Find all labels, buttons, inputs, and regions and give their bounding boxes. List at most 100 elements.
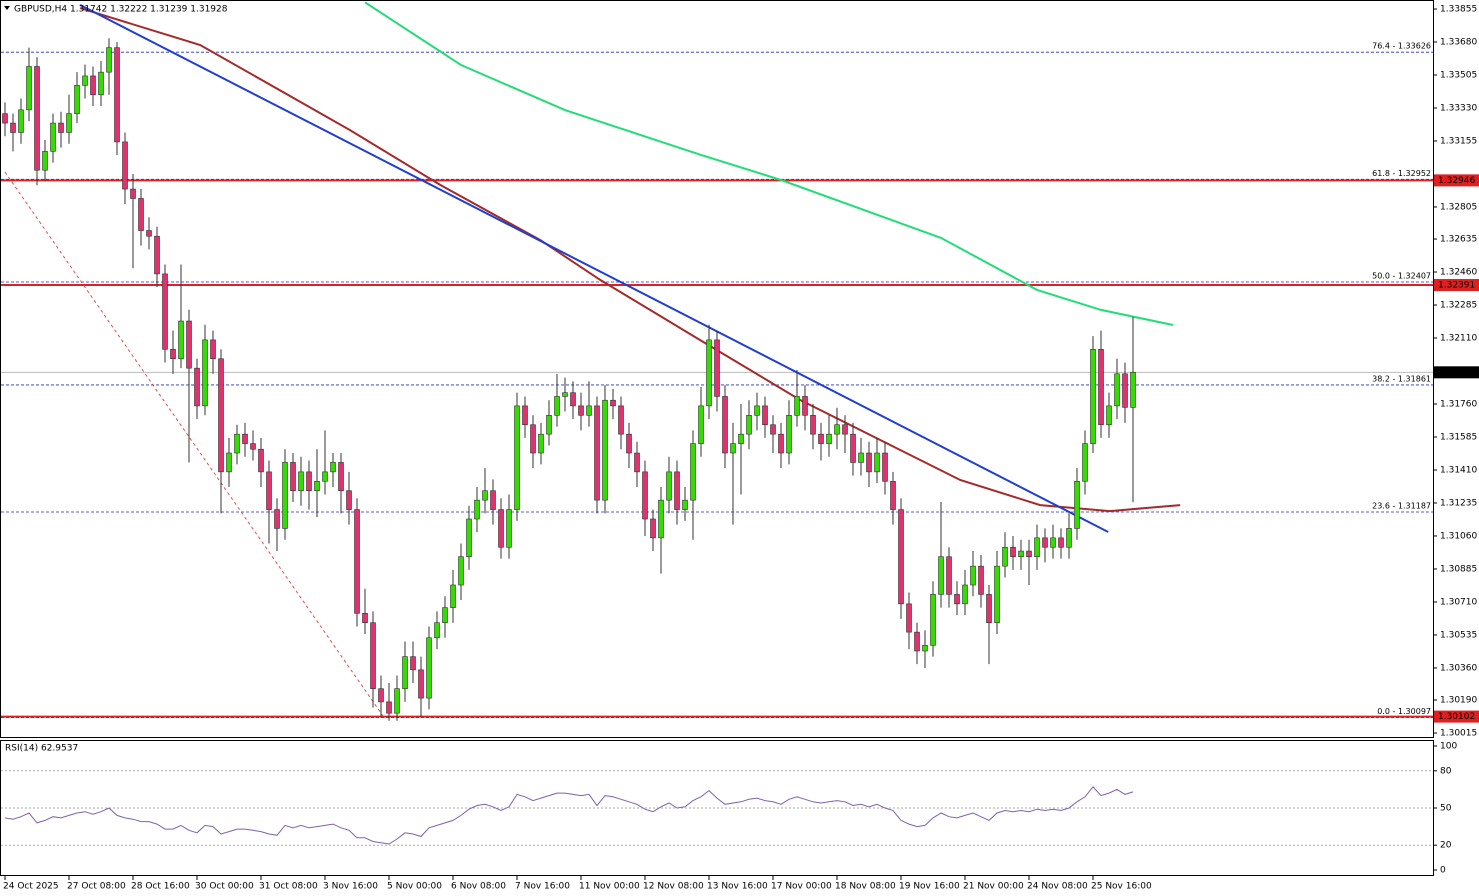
y-tick-label: 1.31760 [1440,399,1477,409]
fib-label: 23.6 - 1.31187 [1372,502,1431,511]
candle-body [1026,550,1032,558]
fib-label: 38.2 - 1.31861 [1372,374,1431,383]
x-tick-label: 30 Oct 00:00 [195,882,254,892]
candle-body [1042,537,1048,548]
level-price-box [1434,174,1479,187]
candle-body [218,358,224,473]
candle-body [410,656,416,671]
current-price-label: 1.31928 [1438,368,1475,378]
axes: 1.33855 1.33680 1.33505 1.33330 1.33155 1.328… [3,5,1479,892]
candle-body [1010,546,1016,558]
candle-body [506,509,512,548]
candle-body [1130,372,1136,408]
y-tick-label: 50 [1440,804,1452,814]
candle-body [730,443,736,454]
rsi-title: RSI(14) 62.9537 [5,744,78,754]
candle-body [666,471,672,501]
candle-body [114,47,120,143]
menu-arrow[interactable] [4,6,10,10]
candle-body [370,622,376,689]
candle-body [330,462,336,473]
candle-body [18,109,24,133]
candle-body [490,490,496,510]
level-price-label: 1.32946 [1438,176,1475,186]
candle-body [1098,349,1104,426]
candle-body [674,471,680,510]
rsi-line [4,786,1134,845]
candle-body [274,509,280,529]
candle-body [546,415,552,435]
x-tick-label: 31 Oct 08:00 [259,882,318,892]
candle-body [994,565,1000,624]
candle-body [450,584,456,608]
candle-body [642,471,648,520]
candle-body [1082,443,1088,482]
fib-label: 50.0 - 1.32407 [1372,272,1431,281]
candle-body [386,701,392,714]
candle-body [378,688,384,703]
x-tick-label: 5 Nov 00:00 [387,882,442,892]
candle-body [714,339,720,397]
level-price-box [1434,710,1479,723]
candle-body [522,405,528,426]
candle-body [474,499,480,520]
candle-body [442,607,448,624]
x-tick-label: 13 Nov 16:00 [707,882,768,892]
x-tick-label: 17 Nov 00:00 [771,882,832,892]
candle-body [346,490,352,510]
candle-body [242,433,248,444]
candle-body [762,405,768,426]
candle-body [146,230,152,237]
candle-body [970,565,976,586]
y-tick-label: 1.30015 [1440,729,1477,739]
y-tick-label: 1.33155 [1440,136,1477,146]
fib-label: 61.8 - 1.32952 [1372,169,1431,178]
candle-body [82,75,88,86]
fib-label: 76.4 - 1.33626 [1372,42,1431,51]
candle-body [66,113,72,133]
candle-body [786,415,792,454]
candle-body [250,443,256,450]
x-tick-label: 11 Nov 00:00 [579,882,640,892]
overlay-line [79,7,1181,513]
candle-body [186,320,192,369]
candle-body [914,631,920,652]
candle-body [978,565,984,595]
chart-header: GBPUSD,H4 1.31742 1.32222 1.31239 1.3192… [14,5,228,15]
candle-body [866,452,872,473]
candle-body [898,509,904,605]
candle-body [1018,550,1024,558]
candle-body [42,151,48,171]
candle-body [778,433,784,454]
x-tick-label: 24 Oct 2025 [3,882,59,892]
candle-body [986,594,992,624]
candle-body [170,349,176,360]
candle-body [834,424,840,435]
candle-body [618,405,624,435]
y-tick-label: 0 [1440,866,1446,876]
candle-body [802,396,808,416]
x-tick-label: 25 Nov 16:00 [1091,882,1152,892]
y-tick-label: 1.30535 [1440,630,1477,640]
candle-body [1074,480,1080,529]
candle-body [1122,373,1128,408]
candle-body [602,399,608,501]
y-tick-label: 1.33680 [1440,37,1477,47]
y-tick-label: 1.31585 [1440,432,1477,442]
candle-body [482,490,488,501]
candle-body [234,433,240,454]
candle-body [890,480,896,510]
candle-body [2,113,8,124]
candle-body [794,396,800,416]
candle-body [1002,546,1008,567]
y-tick-label: 1.32635 [1440,235,1477,245]
candle-body [202,339,208,407]
candle-body [586,405,592,416]
candle-body [858,452,864,463]
main-plot: 76.4 - 1.33626 61.8 - 1.32952 50.0 - 1.324… [1,1,1433,721]
candle-body [954,594,960,605]
candle-body [34,66,40,171]
candle-body [1106,405,1112,426]
y-tick-label: 1.32460 [1440,268,1477,278]
